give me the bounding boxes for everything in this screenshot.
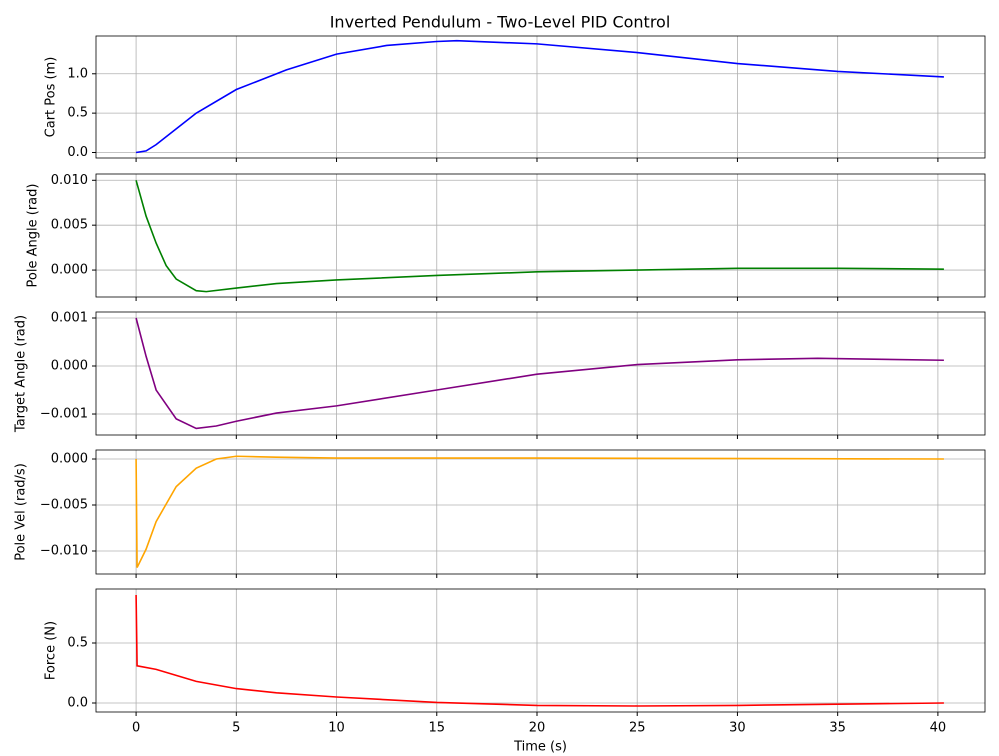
x-tick-label: 35 (829, 721, 846, 736)
y-tick-label: 0.5 (67, 106, 88, 121)
y-tick-label: 0.000 (51, 263, 88, 278)
y-axis-label: Pole Vel (rad/s) (14, 463, 29, 561)
y-axis-label: Pole Angle (rad) (26, 184, 41, 288)
axes-frame (95, 588, 986, 713)
axes-frame (95, 35, 986, 159)
y-tick-label: 0.0 (67, 696, 88, 711)
data-line (135, 317, 944, 430)
x-tick-label: 40 (930, 721, 947, 736)
y-tick-label: −0.001 (40, 407, 88, 422)
y-tick-label: 0.0 (67, 145, 88, 160)
axes-frame (95, 173, 986, 298)
x-tick-label: 0 (132, 721, 140, 736)
axes-frame (95, 449, 986, 575)
y-tick-label: 0.000 (51, 359, 88, 374)
y-tick-label: −0.010 (40, 544, 88, 559)
y-axis-label: Target Angle (rad) (14, 315, 29, 433)
x-tick-label: 15 (428, 721, 445, 736)
chart-title: Inverted Pendulum - Two-Level PID Contro… (330, 13, 671, 32)
x-axis-label: Time (s) (513, 740, 567, 755)
data-line (135, 594, 944, 707)
y-tick-label: 0.005 (51, 218, 88, 233)
x-tick-label: 25 (629, 721, 646, 736)
y-tick-label: 0.001 (51, 311, 88, 326)
y-axis-label: Cart Pos (m) (44, 57, 59, 138)
x-tick-label: 20 (529, 721, 546, 736)
axes-frame (95, 311, 986, 436)
x-tick-label: 5 (232, 721, 240, 736)
y-tick-label: 0.000 (51, 452, 88, 467)
data-line (135, 39, 944, 154)
y-tick-label: 1.0 (67, 66, 88, 81)
x-tick-label: 10 (328, 721, 345, 736)
data-line (135, 180, 944, 293)
y-tick-label: −0.005 (40, 498, 88, 513)
data-line (135, 455, 944, 568)
y-tick-label: 0.010 (51, 173, 88, 188)
y-axis-label: Force (N) (44, 621, 59, 680)
x-tick-label: 30 (729, 721, 746, 736)
y-tick-label: 0.5 (67, 636, 88, 651)
